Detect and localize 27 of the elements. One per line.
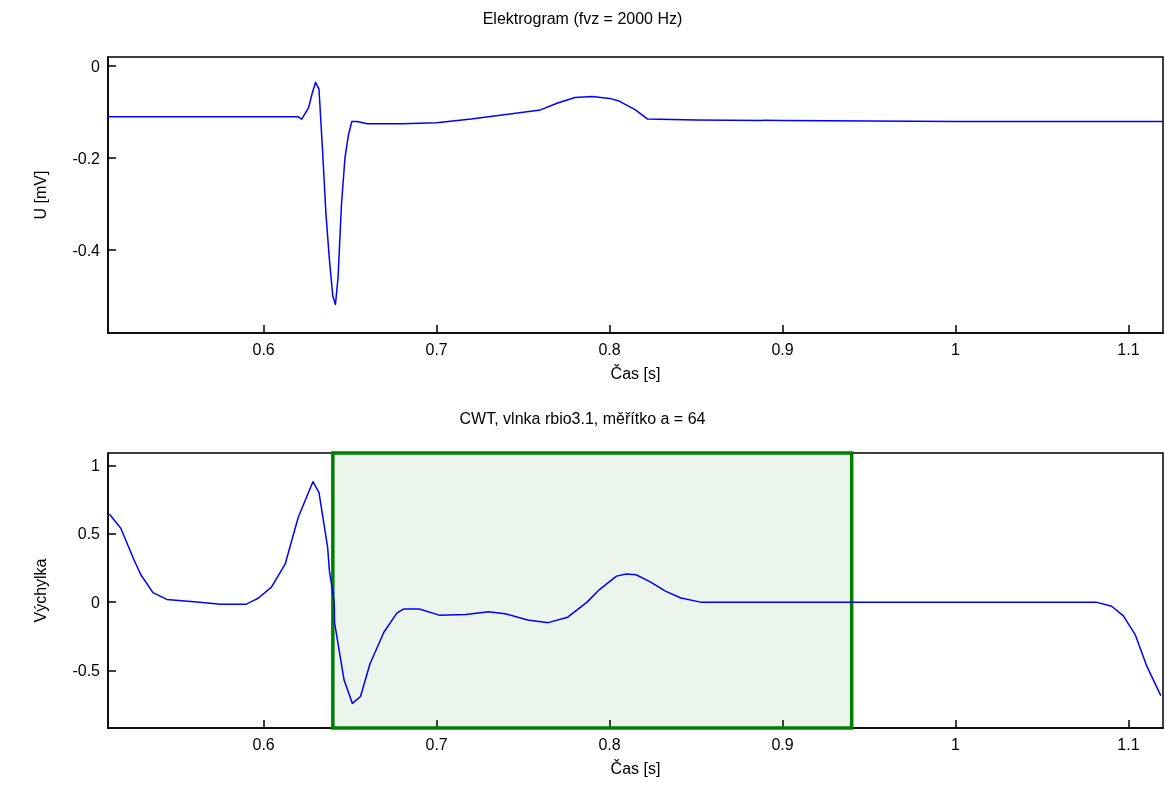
x-tick-label: 0.6 [252, 340, 275, 358]
chart-title: CWT, vlnka rbio3.1, měřítko a = 64 [459, 409, 706, 427]
y-tick-label: -0.5 [72, 662, 101, 680]
y-tick-label: 0 [91, 57, 101, 75]
y-tick-label: -0.4 [72, 241, 101, 259]
y-axis-title: U [mV] [31, 170, 49, 220]
y-tick-label: 0 [91, 593, 101, 611]
y-tick-label: -0.2 [72, 149, 101, 167]
x-tick-label: 0.7 [425, 735, 448, 753]
x-tick-label: 0.9 [771, 340, 794, 358]
y-axis-title: Výchylka [31, 558, 49, 623]
line-series [107, 81, 1164, 306]
x-tick-label: 0.8 [598, 735, 621, 753]
y-tick-label: 0.5 [77, 525, 101, 543]
x-tick-label: 1.1 [1117, 735, 1140, 753]
x-axis-title: Čas [s] [610, 363, 661, 382]
x-tick-label: 1 [951, 735, 961, 753]
x-tick-label: 1.1 [1117, 340, 1140, 358]
x-tick-label: 0.9 [771, 735, 794, 753]
line-series [108, 480, 1162, 705]
x-axis-title: Čas [s] [610, 758, 661, 777]
y-tick-label: 1 [91, 456, 101, 474]
x-tick-label: 0.6 [252, 735, 275, 753]
chart-title: Elektrogram (fvz = 2000 Hz) [482, 9, 683, 27]
x-tick-label: 0.7 [425, 340, 448, 358]
x-tick-label: 1 [951, 340, 961, 358]
x-tick-label: 0.8 [598, 340, 621, 358]
